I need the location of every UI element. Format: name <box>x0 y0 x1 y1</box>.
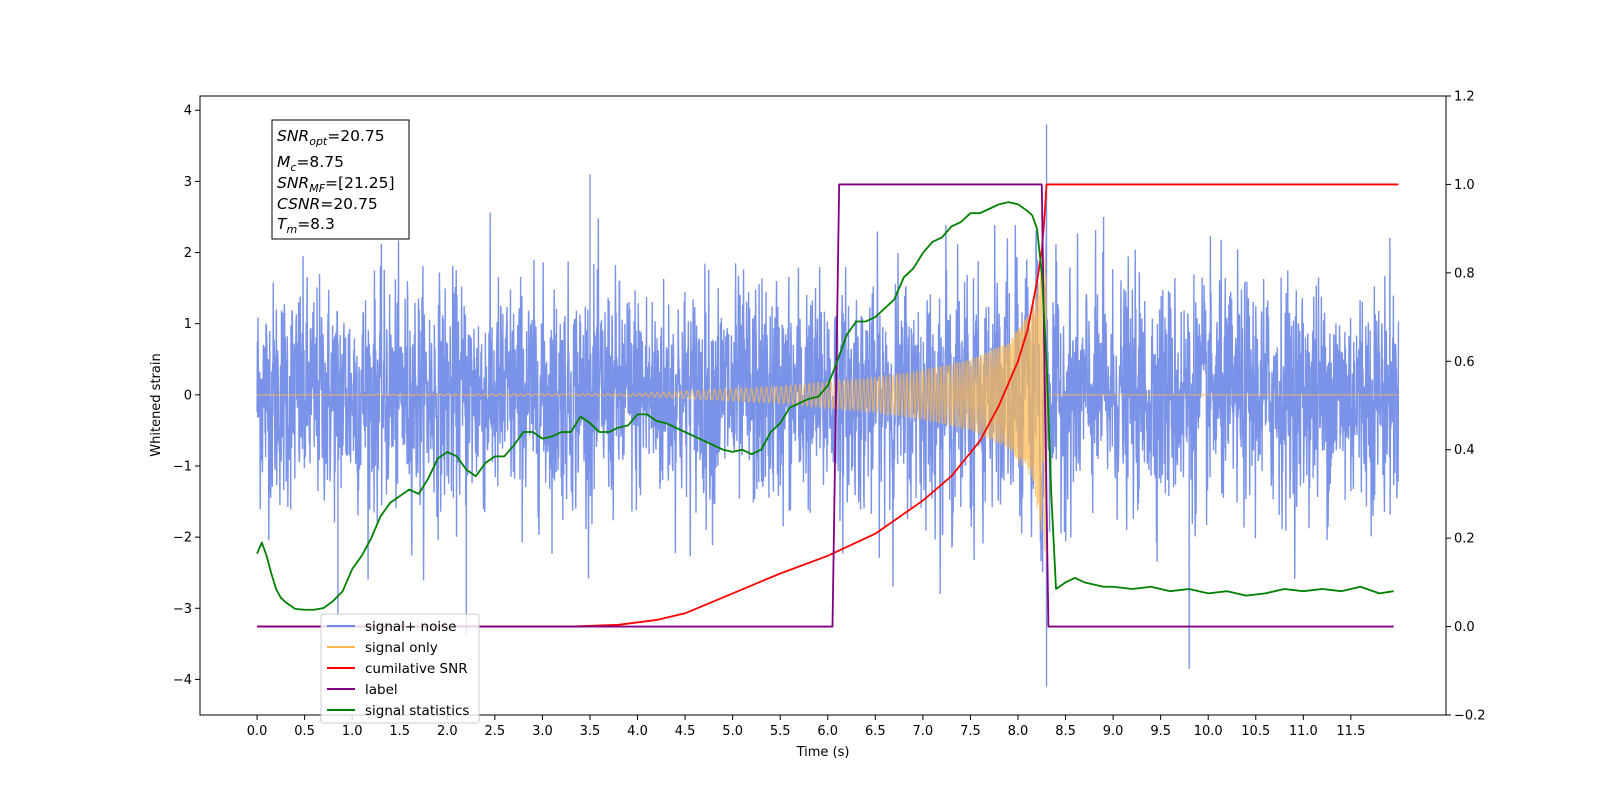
x-axis-label: Time (s) <box>796 745 850 760</box>
series-cumulative-snr <box>257 183 1399 628</box>
x-tick-label: 1.0 <box>342 724 363 739</box>
x-tick-label: 2.0 <box>437 724 458 739</box>
annotation-tm: Tm=8.3 <box>277 215 335 236</box>
series-signal-statistics <box>256 201 1394 611</box>
legend-label-signal-only: signal only <box>365 640 438 656</box>
x-tick-label: 8.5 <box>1055 724 1076 739</box>
legend-label-cumulative-snr: cumilative SNR <box>365 661 468 677</box>
x-tick-label: 1.5 <box>389 724 410 739</box>
y2-tick-label: 0.4 <box>1454 443 1475 458</box>
y2-tick-label: 0.6 <box>1454 355 1475 370</box>
annotation-snr-opt: SNRopt=20.75 <box>277 127 385 148</box>
y-tick-label: 3 <box>184 175 192 190</box>
y-tick-label: −4 <box>173 673 192 688</box>
annotation-box: SNRopt=20.75 Mc=8.75 SNRMF=[21.25] CSNR=… <box>271 119 410 240</box>
x-tick-label: 4.5 <box>675 724 696 739</box>
series-label <box>257 183 1394 628</box>
y2-tick-label: −0.2 <box>1454 709 1486 724</box>
legend-frame <box>320 613 480 724</box>
y2-tick-label: 0.0 <box>1454 620 1475 635</box>
x-axis: 0.0 0.5 1.0 1.5 2.0 2.5 3.0 3.5 4.0 4.5 5.0 5.5 6.0 6… <box>247 715 1365 739</box>
annotation-csnr: CSNR=20.75 <box>277 195 378 213</box>
x-tick-label: 5.5 <box>770 724 791 739</box>
y-tick-label: 4 <box>184 104 192 119</box>
plot-frame <box>199 95 1447 716</box>
x-tick-label: 5.0 <box>722 724 743 739</box>
series-layer <box>256 124 1400 687</box>
x-tick-label: 3.0 <box>532 724 553 739</box>
y-tick-label: 1 <box>184 317 192 332</box>
x-tick-label: 4.0 <box>627 724 648 739</box>
y2-tick-label: 1.0 <box>1454 178 1475 193</box>
y-tick-label: 2 <box>184 246 192 261</box>
x-tick-label: 10.5 <box>1241 724 1270 739</box>
legend-label-label: label <box>365 682 398 698</box>
y-axis-right: 1.2 1.0 0.8 0.6 0.4 0.2 0.0 −0.2 <box>1446 90 1486 724</box>
y2-tick-label: 0.2 <box>1454 532 1475 547</box>
x-tick-label: 7.0 <box>913 724 934 739</box>
x-tick-label: 11.5 <box>1336 724 1365 739</box>
x-tick-label: 6.5 <box>865 724 886 739</box>
y-tick-label: 0 <box>184 388 192 403</box>
x-tick-label: 9.0 <box>1103 724 1124 739</box>
y-tick-label: −1 <box>173 459 192 474</box>
y-axis-label: Whitened strain <box>149 353 164 456</box>
y-axis-left: 4 3 2 1 0 −1 −2 −3 −4 <box>173 104 200 688</box>
x-tick-label: 9.5 <box>1150 724 1171 739</box>
x-tick-label: 11.0 <box>1289 724 1318 739</box>
annotation-snr-mf: SNRMF=[21.25] <box>277 174 395 195</box>
x-tick-label: 8.0 <box>1008 724 1029 739</box>
x-tick-label: 3.5 <box>580 724 601 739</box>
y-tick-label: −3 <box>173 602 192 617</box>
annotation-mc: Mc=8.75 <box>277 153 344 174</box>
series-signal-only <box>257 256 1399 559</box>
legend: signal+ noise signal only cumilative SNR… <box>320 613 480 724</box>
legend-label-signal-statistics: signal statistics <box>365 703 469 719</box>
legend-label-signal-noise: signal+ noise <box>365 619 456 635</box>
x-tick-label: 0.5 <box>294 724 315 739</box>
y2-tick-label: 1.2 <box>1454 90 1475 105</box>
y2-tick-label: 0.8 <box>1454 266 1475 281</box>
x-tick-label: 6.0 <box>817 724 838 739</box>
x-tick-label: 10.0 <box>1194 724 1223 739</box>
x-tick-label: 7.5 <box>960 724 981 739</box>
x-tick-label: 2.5 <box>485 724 506 739</box>
y-tick-label: −2 <box>173 531 192 546</box>
x-tick-label: 0.0 <box>247 724 268 739</box>
